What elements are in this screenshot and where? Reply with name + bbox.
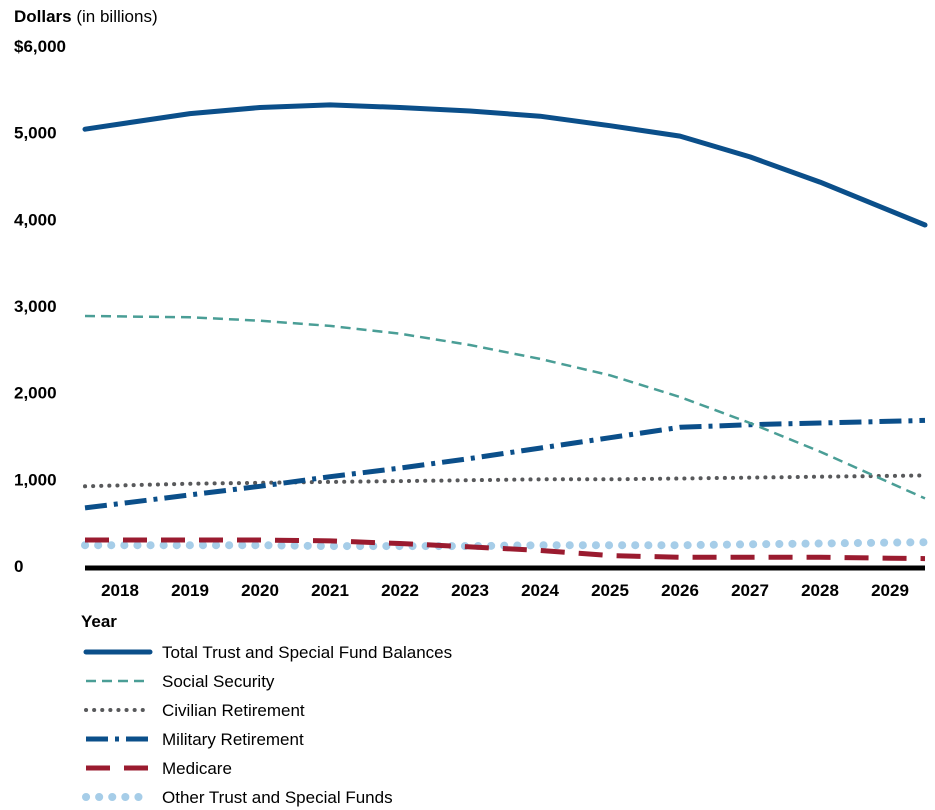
y-axis-ticks: $6,000 5,000 4,000 3,000 2,000 1,000 0	[14, 37, 66, 576]
legend-label: Social Security	[162, 672, 275, 691]
y-axis-title-bold: Dollars	[14, 7, 72, 26]
y-tick-label: 4,000	[14, 210, 57, 229]
legend-label: Medicare	[162, 759, 232, 778]
x-tick-label: 2019	[171, 581, 209, 600]
y-tick-label: 2,000	[14, 384, 57, 403]
x-tick-label: 2018	[101, 581, 139, 600]
series-line-military-retirement	[84, 417, 926, 511]
legend-label: Civilian Retirement	[162, 701, 305, 720]
x-axis-title: Year	[81, 612, 117, 631]
x-tick-label: 2028	[801, 581, 839, 600]
y-tick-label: $6,000	[14, 37, 66, 56]
x-tick-label: 2020	[241, 581, 279, 600]
series-line-medicare	[85, 537, 926, 562]
series-lines	[81, 102, 929, 562]
legend-label: Other Trust and Special Funds	[162, 788, 393, 807]
y-axis-title-unit: (in billions)	[72, 7, 158, 26]
y-tick-label: 0	[14, 557, 23, 576]
y-tick-label: 1,000	[14, 470, 57, 489]
series-line-civilian-retirement	[83, 473, 927, 489]
series-line-other-trust-and-special-funds	[81, 538, 929, 551]
legend-label: Military Retirement	[162, 730, 304, 749]
x-tick-label: 2025	[591, 581, 629, 600]
y-axis-title: Dollars (in billions)	[14, 7, 158, 26]
x-tick-label: 2029	[871, 581, 909, 600]
series-line-total-trust-and-special-fund-balances	[82, 102, 928, 228]
x-tick-label: 2026	[661, 581, 699, 600]
legend: Total Trust and Special Fund Balances Soc…	[82, 643, 452, 807]
x-tick-label: 2023	[451, 581, 489, 600]
series-line-social-security	[84, 314, 926, 500]
x-tick-label: 2021	[311, 581, 349, 600]
x-tick-label: 2024	[521, 581, 559, 600]
x-tick-label: 2022	[381, 581, 419, 600]
y-tick-label: 3,000	[14, 297, 57, 316]
legend-label: Total Trust and Special Fund Balances	[162, 643, 452, 662]
x-tick-label: 2027	[731, 581, 769, 600]
x-axis-ticks: 2018 2019 2020 2021 2022 2023 2024 2025 2026 2027…	[101, 581, 909, 600]
y-tick-label: 5,000	[14, 124, 57, 143]
